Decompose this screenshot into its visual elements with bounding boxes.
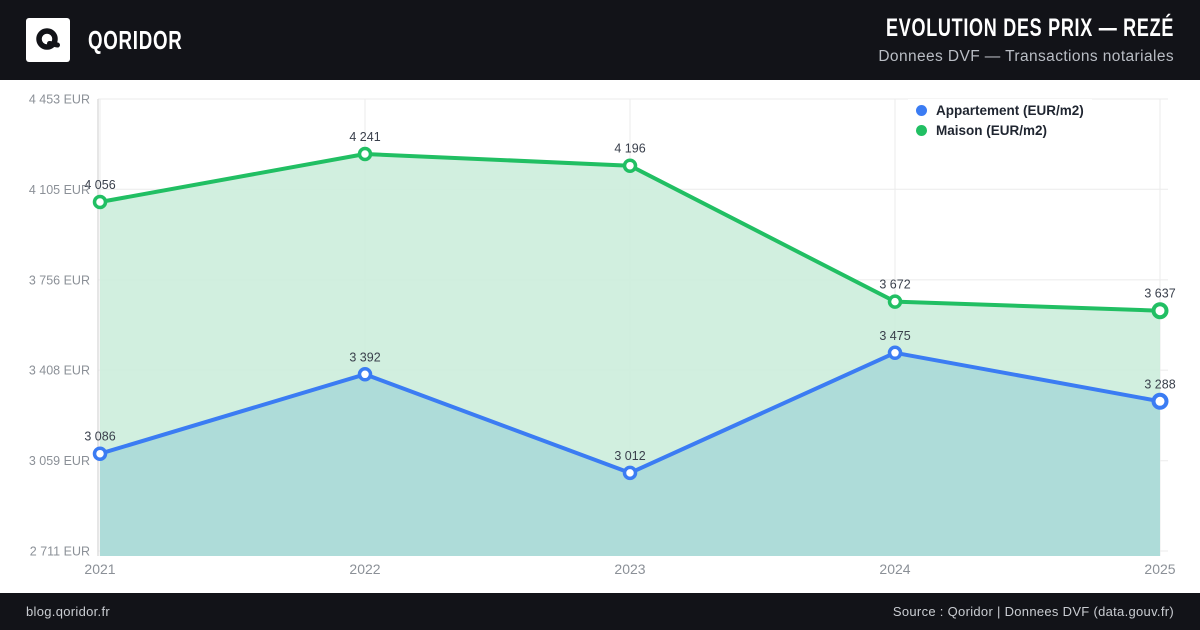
data-point-label: 3 288 xyxy=(1144,377,1175,391)
series-area xyxy=(100,352,1160,556)
y-tick-label: 4 105 EUR xyxy=(29,183,90,197)
data-point-label: 3 475 xyxy=(879,329,910,343)
x-tick-label: 2025 xyxy=(1144,561,1175,577)
data-point-marker xyxy=(357,146,373,162)
data-point-label: 3 672 xyxy=(879,278,910,292)
x-tick-label: 2022 xyxy=(349,561,380,577)
x-tick-label: 2023 xyxy=(614,561,645,577)
data-point-marker xyxy=(92,446,108,461)
legend-item-maison: Maison (EUR/m2) xyxy=(916,120,1084,140)
data-point-marker xyxy=(887,294,903,309)
qoridor-logo-icon xyxy=(26,18,70,62)
footer-bar: blog.qoridor.fr Source : Qoridor | Donne… xyxy=(0,593,1200,630)
y-tick-label: 3 059 EUR xyxy=(29,454,90,468)
chart-legend: Appartement (EUR/m2) Maison (EUR/m2) xyxy=(908,99,1092,143)
footer-source: Source : Qoridor | Donnees DVF (data.gou… xyxy=(892,604,1174,619)
x-tick-label: 2021 xyxy=(84,561,115,577)
data-point-label: 4 056 xyxy=(84,178,115,192)
appartement-dot-icon xyxy=(916,104,927,116)
legend-item-appartement: Appartement (EUR/m2) xyxy=(916,100,1084,120)
y-tick-label: 2 711 EUR xyxy=(30,545,90,559)
page-title: EVOLUTION DES PRIX — REZÉ xyxy=(885,14,1174,42)
y-tick-label: 3 408 EUR xyxy=(29,364,90,378)
legend-label: Appartement (EUR/m2) xyxy=(936,102,1084,118)
y-tick-label: 4 453 EUR xyxy=(29,93,90,107)
data-point-label: 3 086 xyxy=(84,430,115,444)
brand-name: QORIDOR xyxy=(88,24,183,55)
data-point-label: 3 637 xyxy=(1144,287,1175,301)
header-titles: EVOLUTION DES PRIX — REZÉ Donnees DVF — … xyxy=(774,14,1174,66)
data-point-marker xyxy=(622,465,638,481)
data-point-label: 4 196 xyxy=(614,142,645,156)
data-point-marker xyxy=(887,345,903,361)
data-point-label: 3 012 xyxy=(614,449,645,463)
legend-label: Maison (EUR/m2) xyxy=(936,122,1048,138)
data-point-label: 3 392 xyxy=(349,350,380,364)
maison-dot-icon xyxy=(916,124,927,136)
q-glyph xyxy=(36,28,60,50)
y-tick-label: 3 756 EUR xyxy=(29,273,90,287)
header-bar: QORIDOR EVOLUTION DES PRIX — REZÉ Donnee… xyxy=(0,0,1200,80)
data-point-marker xyxy=(1151,302,1169,320)
data-point-marker xyxy=(357,367,373,382)
page-subtitle: Donnees DVF — Transactions notariales xyxy=(878,48,1174,65)
data-point-marker xyxy=(622,158,638,173)
x-tick-label: 2024 xyxy=(879,561,910,577)
data-point-marker xyxy=(92,194,108,210)
footer-site-url: blog.qoridor.fr xyxy=(26,604,110,619)
data-point-marker xyxy=(1151,392,1169,410)
brand: QORIDOR xyxy=(26,18,219,62)
data-point-label: 4 241 xyxy=(349,130,380,144)
